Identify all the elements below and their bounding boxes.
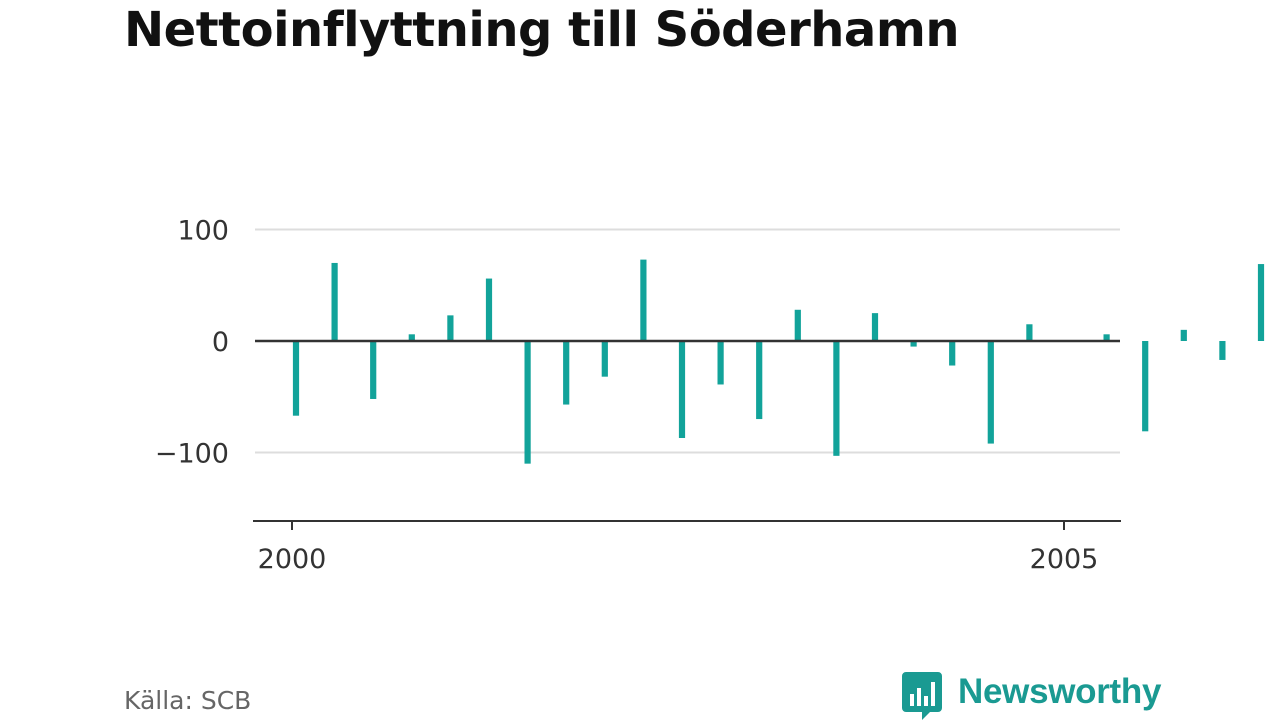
bar bbox=[949, 341, 956, 366]
bar bbox=[601, 341, 608, 377]
brand-name: Newsworthy bbox=[958, 672, 1162, 711]
bar bbox=[1180, 329, 1187, 341]
bar-chart-speech-bubble-icon bbox=[902, 672, 942, 720]
axes: −1000100200020052010201520202025 bbox=[155, 216, 1121, 575]
bar bbox=[408, 334, 415, 341]
bar bbox=[1257, 264, 1265, 341]
bar bbox=[331, 262, 338, 341]
bar bbox=[447, 315, 454, 341]
bar bbox=[910, 341, 917, 347]
x-tick-label: 2005 bbox=[1030, 544, 1099, 575]
bar bbox=[987, 341, 994, 444]
bar bbox=[717, 341, 724, 385]
bar bbox=[485, 278, 493, 341]
bar bbox=[678, 341, 686, 438]
bar-series bbox=[292, 259, 1265, 464]
y-tick-label: 100 bbox=[177, 216, 229, 247]
source-note: Källa: SCB bbox=[124, 686, 252, 715]
bar bbox=[756, 341, 763, 420]
bar bbox=[833, 341, 840, 456]
gridlines bbox=[255, 228, 1120, 454]
bar bbox=[1103, 334, 1110, 341]
bar bbox=[1219, 341, 1226, 360]
bar bbox=[871, 313, 879, 342]
bar bbox=[292, 341, 300, 416]
bar bbox=[1026, 324, 1033, 341]
bar bbox=[1142, 341, 1149, 432]
x-tick-label: 2000 bbox=[258, 544, 327, 575]
bar bbox=[563, 341, 570, 405]
chart-title: Nettoinflyttning till Söderhamn bbox=[124, 2, 960, 58]
bar bbox=[640, 259, 647, 341]
bar bbox=[524, 341, 531, 464]
y-tick-label: 0 bbox=[212, 327, 229, 358]
bar bbox=[794, 309, 801, 341]
bar bbox=[370, 341, 377, 399]
y-tick-label: −100 bbox=[155, 439, 229, 470]
